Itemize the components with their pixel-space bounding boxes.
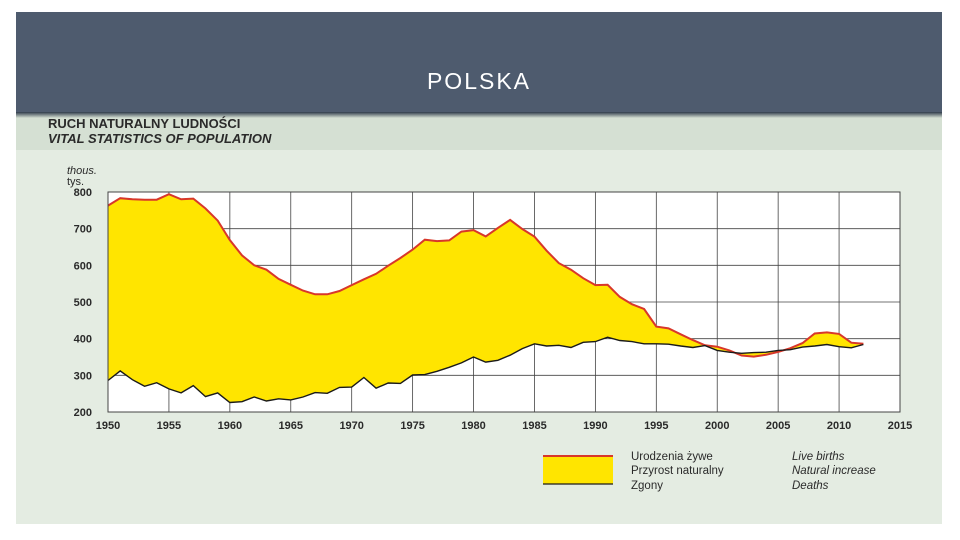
plot-frame	[107, 191, 901, 413]
y-tick-label: 800	[74, 187, 92, 199]
legend: Urodzenia żywe Przyrost naturalny Zgony …	[543, 451, 876, 492]
y-unit-en: thous.	[67, 165, 97, 177]
x-tick-label: 2000	[705, 420, 729, 432]
legend-births-en: Live births	[792, 451, 845, 463]
legend-swatch	[543, 456, 613, 484]
x-tick-label: 1955	[157, 420, 181, 432]
y-tick-label: 400	[74, 334, 92, 346]
legend-increase-pl: Przyrost naturalny	[631, 465, 724, 477]
x-tick-label: 1995	[644, 420, 668, 432]
x-tick-label: 1970	[339, 420, 363, 432]
x-tick-label: 1950	[96, 420, 120, 432]
y-tick-label: 500	[74, 297, 92, 309]
y-unit-pl: tys.	[67, 176, 84, 188]
x-tick-label: 1960	[218, 420, 242, 432]
y-tick-label: 200	[74, 407, 92, 419]
y-tick-label: 700	[74, 224, 92, 236]
legend-deaths-pl: Zgony	[631, 480, 663, 492]
chart-title-en: VITAL STATISTICS OF POPULATION	[48, 131, 272, 146]
x-tick-label: 2015	[888, 420, 912, 432]
x-tick-label: 1985	[522, 420, 546, 432]
chart-title: RUCH NATURALNY LUDNOŚCI VITAL STATISTICS…	[48, 116, 271, 146]
x-axis-ticks: 1950 1955 1960 1965 1970 1975 1980 1985 1990 1995…	[96, 420, 912, 432]
x-tick-label: 1975	[400, 420, 424, 432]
legend-increase-en: Natural increase	[792, 465, 876, 477]
panel-top-shadow	[16, 112, 942, 118]
natural-increase-area	[108, 194, 864, 403]
slide-header: POLSKA	[16, 12, 942, 112]
y-tick-label: 600	[74, 260, 92, 272]
y-tick-label: 300	[74, 370, 92, 382]
chart-title-pl: RUCH NATURALNY LUDNOŚCI	[48, 116, 241, 131]
slide-title: POLSKA	[426, 68, 532, 94]
x-tick-label: 2010	[827, 420, 851, 432]
x-tick-label: 1965	[279, 420, 303, 432]
x-tick-label: 1980	[461, 420, 485, 432]
deaths-line	[107, 336, 864, 404]
legend-births-pl: Urodzenia żywe	[631, 451, 713, 463]
x-tick-label: 1990	[583, 420, 607, 432]
y-axis-ticks: 200 300 400 500 600 700 800	[74, 187, 92, 419]
legend-deaths-en: Deaths	[792, 480, 829, 492]
live-births-line	[107, 193, 864, 358]
chart-title-band	[16, 112, 942, 150]
x-tick-label: 2005	[766, 420, 790, 432]
